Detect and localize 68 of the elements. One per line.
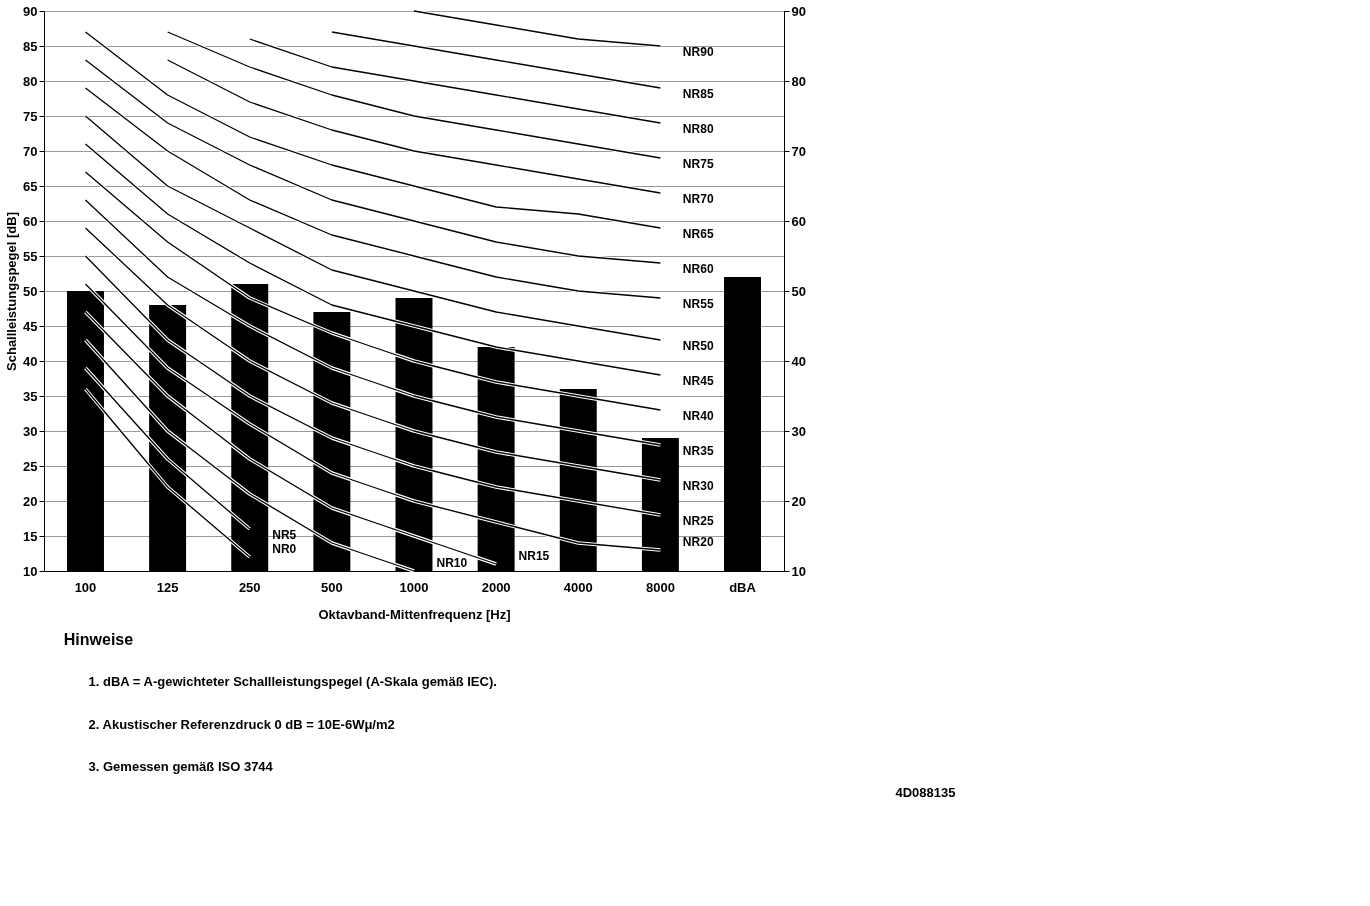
y2-tick-label: 30 xyxy=(791,423,806,439)
series-label: NR75 xyxy=(682,157,714,171)
series-label: NR70 xyxy=(682,192,714,206)
y-tick-label: 45 xyxy=(23,318,38,334)
series-label: NR65 xyxy=(682,227,714,241)
y2-tick-label: 50 xyxy=(791,283,806,299)
text: 2. Akustischer Referenzdruck 0 dB = 10E-6Wμ/m2 xyxy=(88,716,395,732)
text: 1. dBA = A-gewichteter Schallleistungspegel (A-Skala gemäß IEC). xyxy=(88,674,497,689)
line-series xyxy=(165,30,663,160)
line-series xyxy=(330,30,663,90)
y-tick-label: 20 xyxy=(23,493,38,509)
x-tick-label: 2000 xyxy=(481,579,511,595)
y-tick-label: 10 xyxy=(23,563,38,579)
y2-tick-label: 40 xyxy=(791,353,806,369)
line-series xyxy=(412,9,663,48)
y2-tick-label: 60 xyxy=(791,213,806,229)
y-tick-label: 80 xyxy=(23,73,38,89)
series-label: NR85 xyxy=(682,87,714,101)
y2-tick-label: 80 xyxy=(791,73,806,89)
series-label: NR5 xyxy=(272,528,297,542)
series-label: NR10 xyxy=(436,556,468,570)
y-axis-title: Schallleistungspegel [dB] xyxy=(4,212,20,371)
x-tick-label: 8000 xyxy=(645,579,675,595)
series-label: NR40 xyxy=(682,409,714,423)
y-tick-label: 35 xyxy=(23,388,38,404)
series-label: NR15 xyxy=(518,549,550,563)
x-tick-label: 250 xyxy=(238,579,261,595)
x-tick-label: 100 xyxy=(74,579,97,595)
series-label: NR35 xyxy=(682,444,714,458)
x-tick-label: dBA xyxy=(729,579,757,595)
series-label: NR30 xyxy=(682,479,714,493)
text: 3. Gemessen gemäß ISO 3744 xyxy=(88,759,274,774)
x-tick-label: 1000 xyxy=(399,579,429,595)
y-tick-label: 40 xyxy=(23,353,38,369)
y-tick-label: 55 xyxy=(23,248,38,264)
series-label: NR90 xyxy=(682,45,714,59)
series-label: NR80 xyxy=(682,122,714,136)
series-label: NR50 xyxy=(682,339,714,353)
y2-tick-label: 90 xyxy=(791,3,806,19)
line-series xyxy=(83,86,663,300)
x-tick-label: 500 xyxy=(321,579,343,595)
x-tick-label: 4000 xyxy=(563,579,593,595)
y-tick-label: 90 xyxy=(23,3,38,19)
y-tick-label: 15 xyxy=(23,528,38,544)
x-tick-label: 125 xyxy=(156,579,179,595)
y-tick-label: 85 xyxy=(23,38,38,54)
y-tick-label: 30 xyxy=(23,423,38,439)
text: 4D088135 xyxy=(895,784,956,800)
series-label: NR55 xyxy=(682,297,714,311)
line-series xyxy=(83,58,663,265)
text: Hinweise xyxy=(63,630,134,648)
y-tick-label: 70 xyxy=(23,143,38,159)
y2-tick-label: 10 xyxy=(791,563,806,579)
series-label: NR0 xyxy=(272,542,297,556)
y-tick-label: 25 xyxy=(23,458,38,474)
x-axis-title: Oktavband-Mittenfrequenz [Hz] xyxy=(318,606,511,622)
y-tick-label: 50 xyxy=(23,283,38,299)
series-label: NR60 xyxy=(682,262,714,276)
line-series xyxy=(165,58,663,195)
line-series xyxy=(83,30,663,230)
y-tick-label: 60 xyxy=(23,213,38,229)
series-label: NR45 xyxy=(682,374,714,388)
y-tick-label: 65 xyxy=(23,178,38,194)
y2-tick-label: 20 xyxy=(791,493,806,509)
y-tick-label: 75 xyxy=(23,108,38,124)
y2-tick-label: 70 xyxy=(791,143,806,159)
series-label: NR20 xyxy=(682,535,714,549)
series-label: NR25 xyxy=(682,514,714,528)
